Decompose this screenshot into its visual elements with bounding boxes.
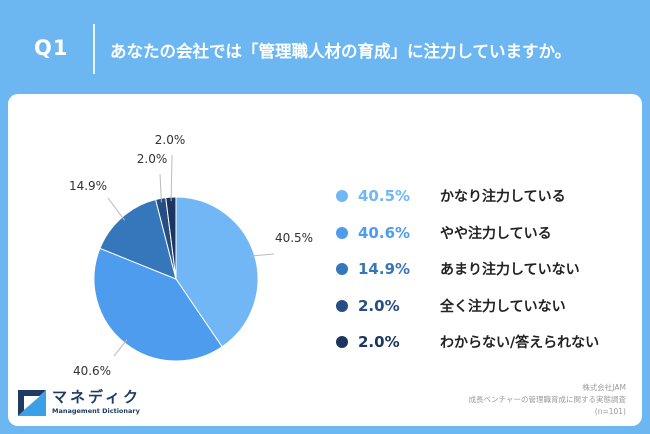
legend-percent: 2.0% — [358, 296, 400, 315]
legend-item-1: 40.6% やや注力している — [336, 215, 636, 252]
data-label-0: 40.5% — [275, 231, 313, 245]
data-label-2: 14.9% — [69, 179, 107, 193]
legend-dot-icon — [336, 190, 348, 203]
legend-label: わからない/答えられない — [440, 335, 600, 352]
legend-item-2: 14.9% あまり注力していない — [336, 251, 636, 288]
header: Q1 あなたの会社では「管理職人材の育成」に注力していますか。 — [0, 0, 650, 92]
pie-chart: 40.5% 40.6% 14.9% 2.0% 2.0% — [69, 133, 313, 378]
question-text: あなたの会社では「管理職人材の育成」に注力していますか。 — [110, 42, 572, 61]
logo-subtitle: Management Dictionary — [52, 407, 140, 415]
source-note: 株式会社JAM 成長ベンチャーの管理職育成に関する実態調査 (n=101) — [469, 382, 626, 418]
leader-line-2 — [107, 197, 126, 221]
chart-card: 40.5% 40.6% 14.9% 2.0% 2.0% 40.5% かなり注力している 40… — [8, 94, 642, 426]
brand-logo: マネディク Management Dictionary — [18, 382, 188, 422]
logo-mark-icon — [18, 390, 46, 416]
legend-item-0: 40.5% かなり注力している — [336, 178, 636, 215]
data-label-1: 40.6% — [73, 364, 111, 378]
legend-item-4: 2.0% わからない/答えられない — [336, 324, 636, 361]
source-company: 株式会社JAM — [582, 383, 626, 392]
logo-name: マネディク — [52, 388, 141, 406]
question-number: Q1 — [34, 36, 69, 60]
leader-line-3 — [159, 173, 162, 203]
legend-dot-icon — [336, 226, 348, 239]
legend-dot-icon — [336, 336, 348, 349]
data-label-4: 2.0% — [155, 133, 186, 147]
source-sample-size: (n=101) — [594, 407, 626, 416]
legend-percent: 40.6% — [358, 223, 411, 242]
legend-percent: 2.0% — [358, 333, 400, 352]
source-survey: 成長ベンチャーの管理職育成に関する実態調査 — [468, 395, 626, 404]
pie-slice-0 — [175, 196, 259, 348]
legend-label: やや注力している — [440, 225, 552, 242]
legend-label: かなり注力している — [440, 189, 566, 206]
legend-dot-icon — [336, 299, 348, 312]
legend: 40.5% かなり注力している 40.6% やや注力している 14.9% あまり注力してい… — [336, 178, 636, 361]
legend-item-3: 2.0% 全く注力していない — [336, 288, 636, 325]
legend-dot-icon — [336, 263, 348, 276]
leader-line-0 — [250, 253, 275, 257]
data-label-3: 2.0% — [137, 152, 168, 166]
legend-percent: 14.9% — [358, 260, 411, 279]
legend-label: 全く注力していない — [440, 298, 566, 315]
leader-line-1 — [113, 339, 128, 357]
legend-percent: 40.5% — [358, 187, 411, 206]
header-divider — [93, 24, 95, 74]
legend-label: あまり注力していない — [440, 262, 580, 279]
leader-line-4 — [170, 154, 173, 202]
